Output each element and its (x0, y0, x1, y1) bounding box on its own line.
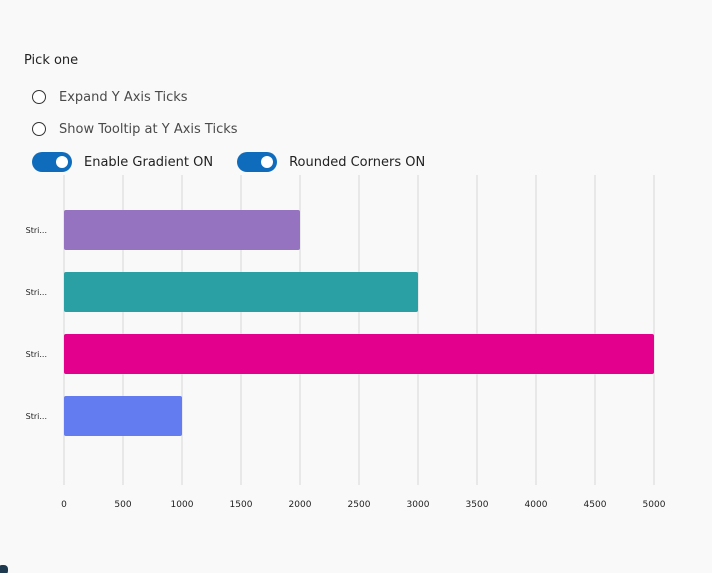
x-tick-label: 1000 (171, 500, 194, 510)
x-tick-label: 3500 (466, 500, 489, 510)
y-category-label: Stri... (26, 350, 47, 359)
toggle-enable-gradient[interactable]: Enable Gradient ON (32, 152, 213, 172)
radio-circle-icon[interactable] (32, 90, 46, 104)
bar (64, 334, 654, 374)
radio-expand-y-axis-ticks[interactable]: Expand Y Axis Ticks (32, 81, 449, 113)
bar (64, 272, 418, 312)
y-category-label: Stri... (26, 226, 47, 235)
x-tick-label: 1500 (230, 500, 253, 510)
x-tick-label: 4500 (584, 500, 607, 510)
x-tick-label: 2000 (289, 500, 312, 510)
y-category-label: Stri... (26, 288, 47, 297)
radio-show-tooltip-y-axis-ticks[interactable]: Show Tooltip at Y Axis Ticks (32, 113, 449, 145)
x-tick-label: 5000 (643, 500, 666, 510)
y-category-label: Stri... (26, 412, 47, 421)
toggle-switch[interactable] (32, 152, 72, 172)
chart-controls: Pick one Expand Y Axis Ticks Show Toolti… (24, 50, 449, 179)
x-tick-label: 0 (61, 500, 67, 510)
toggle-switch[interactable] (237, 152, 278, 172)
x-tick-label: 3000 (407, 500, 430, 510)
toggle-row: Enable Gradient ON Rounded Corners ON (32, 145, 449, 179)
radio-label: Expand Y Axis Ticks (59, 89, 188, 105)
toggle-label: Enable Gradient ON (84, 154, 214, 170)
corner-handle-icon (0, 565, 8, 573)
radio-circle-icon[interactable] (32, 122, 46, 136)
bar (64, 396, 182, 436)
x-tick-label: 2500 (348, 500, 371, 510)
pick-one-label: Pick one (24, 53, 79, 68)
bar (64, 210, 300, 250)
radio-label: Show Tooltip at Y Axis Ticks (59, 121, 238, 137)
x-tick-label: 500 (114, 500, 131, 510)
toggle-rounded-corners[interactable]: Rounded Corners ON (237, 152, 425, 172)
toggle-knob-icon (261, 156, 274, 168)
x-tick-label: 4000 (525, 500, 548, 510)
toggle-label: Rounded Corners ON (289, 154, 426, 170)
toggle-knob-icon (56, 156, 68, 168)
